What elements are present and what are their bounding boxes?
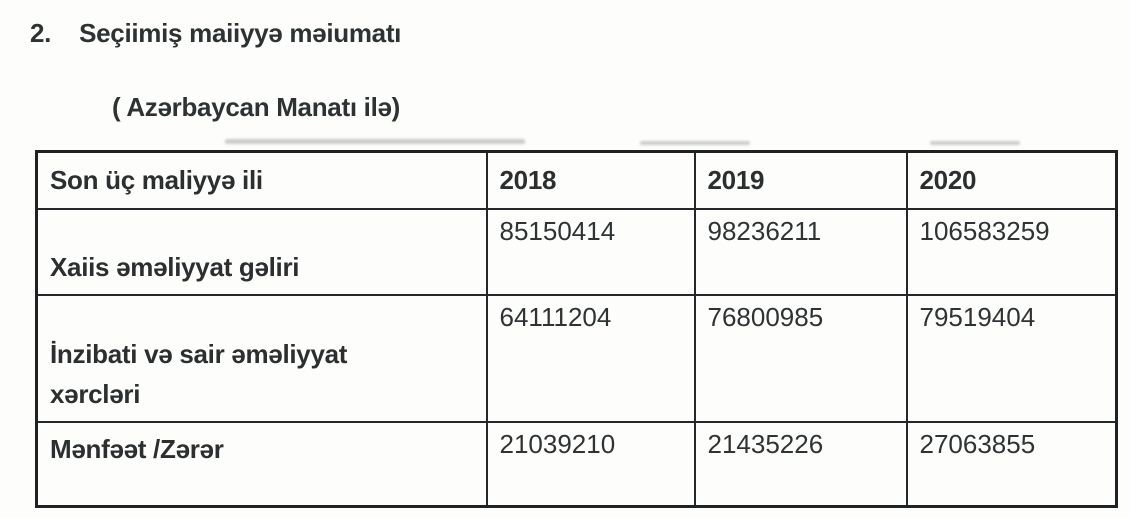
section-title: Seçiimiş maiiyyə məiumatı: [79, 18, 402, 48]
row-label: Xaiis əməliyyat gəliri: [35, 207, 488, 296]
cell-value: 79519404: [905, 293, 1118, 423]
financial-table: Son üç maliyyə ili 2018 2019 2020 Xaiis …: [35, 150, 1118, 508]
row-label-text: Xaiis əməliyyat gəliri: [50, 252, 300, 283]
header-year-2018: 2018: [485, 150, 696, 210]
cell-value: 21435226: [693, 420, 908, 508]
table-header-row: Son üç maliyyə ili 2018 2019 2020: [35, 150, 1118, 210]
row-label-text: İnzibati və sair əməliyyat xərcləri: [50, 338, 348, 410]
header-row-label: Son üç maliyyə ili: [35, 150, 488, 210]
cell-value: 27063855: [905, 420, 1118, 508]
section-number: 2.: [30, 18, 52, 48]
row-label: Mənfəət /Zərər: [35, 420, 488, 508]
header-year-2019: 2019: [693, 150, 908, 210]
scan-artifact: [640, 141, 750, 145]
table-row-net-operating-income: Xaiis əməliyyat gəliri 85150414 98236211…: [35, 207, 1118, 296]
header-year-2020: 2020: [905, 150, 1118, 210]
section-heading: 2. Seçiimiş maiiyyə məiumatı: [30, 18, 401, 49]
row-label: İnzibati və sair əməliyyat xərcləri: [35, 293, 488, 423]
table-row-profit-loss: Mənfəət /Zərər 21039210 21435226 2706385…: [35, 420, 1118, 508]
table-row-admin-expenses: İnzibati və sair əməliyyat xərcləri 6411…: [35, 293, 1118, 423]
cell-value: 85150414: [485, 207, 696, 296]
scan-artifact: [930, 141, 1020, 145]
currency-note: ( Azərbaycan Manatı ilə): [112, 92, 401, 122]
cell-value: 64111204: [485, 293, 696, 423]
row-label-text: Mənfəət /Zərər: [50, 433, 224, 464]
cell-value: 21039210: [485, 420, 696, 508]
cell-value: 98236211: [693, 207, 908, 296]
scan-artifact: [225, 139, 525, 144]
cell-value: 106583259: [905, 207, 1118, 296]
cell-value: 76800985: [693, 293, 908, 423]
